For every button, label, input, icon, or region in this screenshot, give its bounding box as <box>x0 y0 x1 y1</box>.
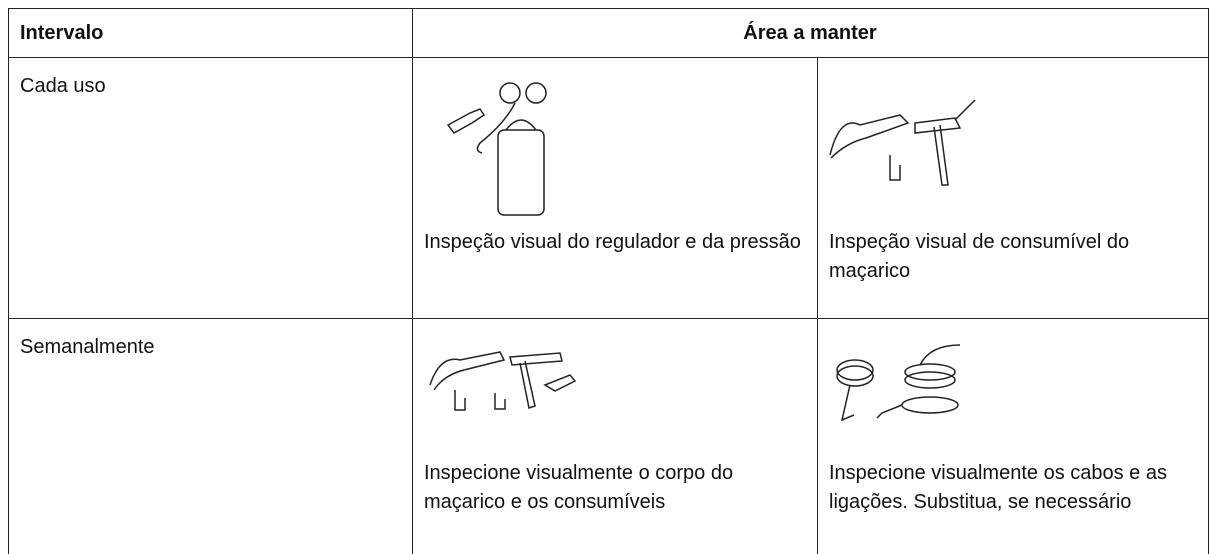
cables-icon <box>836 344 961 422</box>
item-text: Inspeção visual de consumível do maçaric… <box>829 231 1130 282</box>
border <box>817 57 818 554</box>
interval: Semanalmente <box>20 336 155 358</box>
torch-icon <box>429 351 577 411</box>
interval: Cada uso <box>20 75 106 97</box>
border <box>8 57 1208 58</box>
header-cell: Área a manter <box>743 22 877 44</box>
item-text: Inspecione visualmente o corpo do maçari… <box>424 462 734 513</box>
border <box>8 318 1208 319</box>
border <box>412 8 413 554</box>
cylinder-icon <box>446 82 547 216</box>
item-text: Inspecione visualmente os cabos e as lig… <box>829 462 1167 513</box>
header-cell: Intervalo <box>20 22 104 44</box>
item-text: Inspeção visual do regulador e da pressã… <box>424 231 801 253</box>
border <box>8 8 9 554</box>
border <box>8 8 1208 9</box>
torch-icon <box>829 99 976 186</box>
border <box>1208 8 1209 554</box>
